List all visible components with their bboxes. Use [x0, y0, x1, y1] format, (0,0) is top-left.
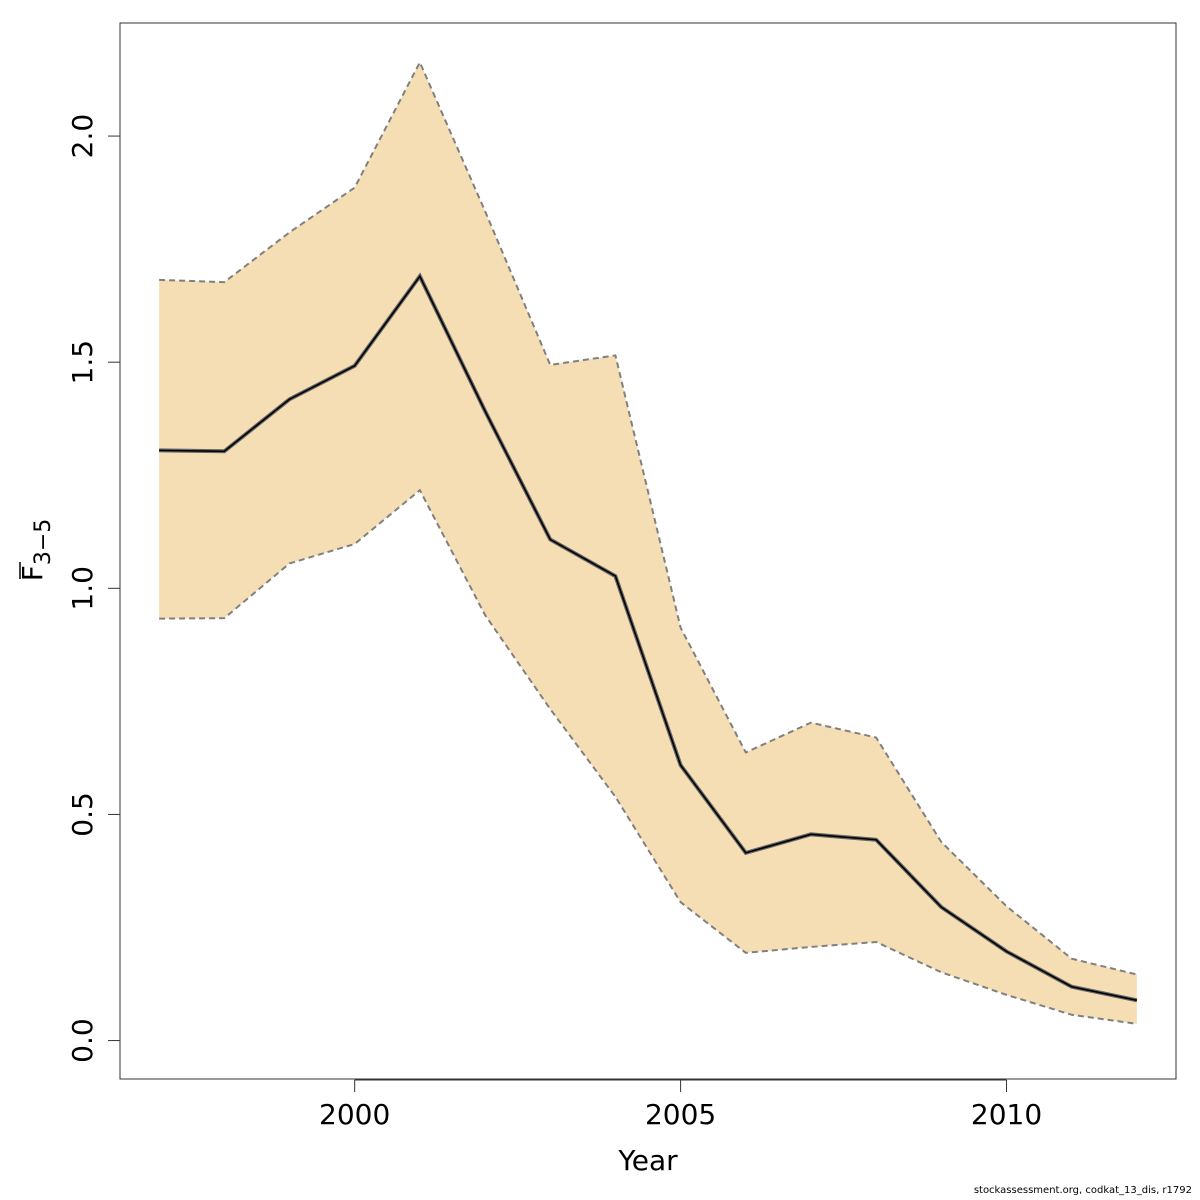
footer-credit: stockassessment.org, codkat_13_dis, r179…	[973, 1185, 1192, 1196]
y-axis-title: F3−5	[16, 519, 56, 582]
y-tick-label: 2.0	[66, 114, 99, 159]
y-tick-label: 0.0	[66, 1018, 99, 1063]
y-tick-label: 0.5	[66, 792, 99, 837]
upper-bound-line	[159, 60, 1138, 976]
x-tick-label: 2005	[645, 1098, 716, 1131]
estimate-line	[159, 274, 1138, 1002]
y-axis-title-text: F3−5	[16, 519, 56, 582]
x-tick-label: 2000	[319, 1098, 390, 1131]
x-axis-title: Year	[617, 1144, 678, 1177]
y-tick-label: 1.0	[66, 566, 99, 611]
lower-bound-line	[159, 488, 1138, 1025]
confidence-band	[159, 62, 1137, 1024]
y-tick-label: 1.5	[66, 340, 99, 385]
x-tick-label: 2010	[971, 1098, 1042, 1131]
